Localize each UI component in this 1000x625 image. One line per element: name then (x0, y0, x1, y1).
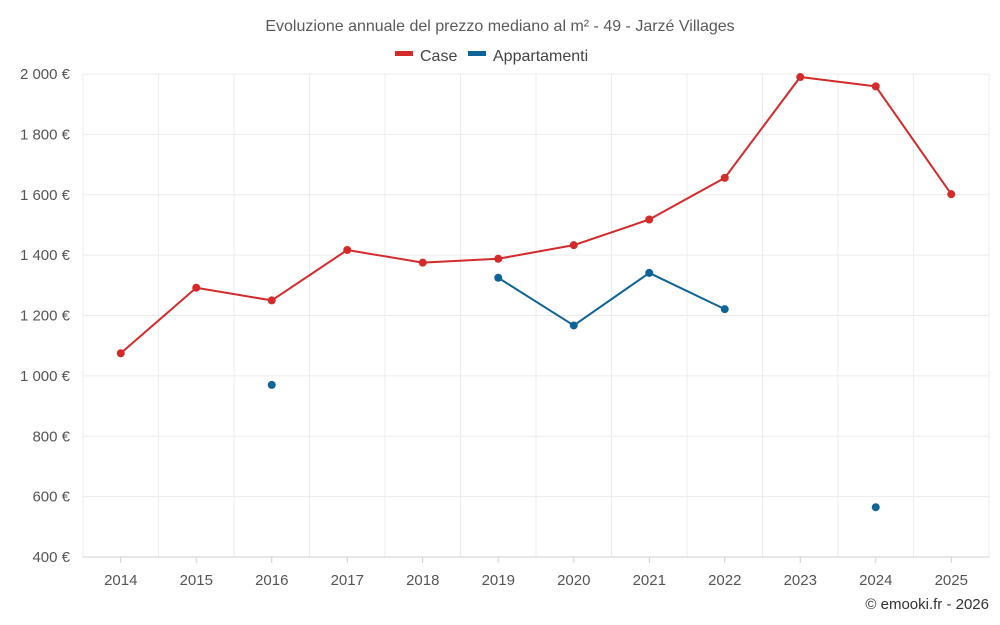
data-point-case-2017[interactable] (343, 245, 352, 254)
data-point-appartamenti-2019[interactable] (494, 273, 503, 282)
y-tick-label: 800 € (32, 428, 70, 445)
data-point-case-2019[interactable] (494, 254, 503, 263)
x-tick-label: 2017 (331, 572, 364, 589)
chart-title: Evoluzione annuale del prezzo mediano al… (265, 18, 734, 35)
series-layer (116, 73, 956, 512)
x-tick-label: 2018 (406, 572, 439, 589)
data-point-appartamenti-2021[interactable] (645, 268, 654, 277)
data-point-appartamenti-2022[interactable] (720, 305, 729, 314)
x-tick-label: 2015 (180, 572, 213, 589)
data-point-case-2020[interactable] (569, 241, 578, 250)
legend-label-case: Case (420, 48, 457, 65)
data-point-case-2021[interactable] (645, 215, 654, 224)
x-axis-tick-labels: 2014 2015 2016 2017 2018 2019 2020 2021 2022 2023… (104, 572, 968, 589)
x-tick-label: 2016 (255, 572, 288, 589)
x-tick-label: 2020 (557, 572, 590, 589)
data-point-case-2015[interactable] (192, 283, 201, 292)
x-tick-label: 2023 (784, 572, 817, 589)
grid-lines (82, 73, 990, 558)
legend-swatch-appartamenti (468, 51, 486, 56)
y-tick-label: 1 600 € (20, 187, 71, 204)
legend-item-appartamenti[interactable]: Appartamenti (468, 48, 588, 65)
data-point-appartamenti-2016[interactable] (267, 380, 276, 389)
y-tick-label: 1 000 € (20, 368, 71, 385)
axes (83, 556, 989, 563)
series-case (116, 73, 956, 358)
data-point-case-2025[interactable] (947, 190, 956, 199)
y-tick-label: 1 800 € (20, 126, 71, 143)
legend-item-case[interactable]: Case (395, 48, 457, 65)
x-tick-label: 2019 (482, 572, 515, 589)
legend-label-appartamenti: Appartamenti (493, 48, 588, 65)
data-point-case-2016[interactable] (267, 296, 276, 305)
data-point-case-2018[interactable] (418, 258, 427, 267)
series-line-appartamenti (497, 271, 726, 327)
x-tick-label: 2022 (708, 572, 741, 589)
y-tick-label: 400 € (32, 549, 70, 566)
x-tick-label: 2014 (104, 572, 137, 589)
credit-text: © emooki.fr - 2026 (865, 596, 989, 613)
x-tick-label: 2021 (633, 572, 666, 589)
series-appartamenti (267, 268, 880, 512)
y-tick-label: 1 400 € (20, 247, 71, 264)
data-point-appartamenti-2024[interactable] (871, 503, 880, 512)
data-point-case-2023[interactable] (796, 73, 805, 82)
y-axis-tick-labels: 400 € 600 € 800 € 1 000 € 1 200 € 1 400 € 1 60… (20, 66, 71, 566)
data-point-case-2024[interactable] (871, 82, 880, 91)
y-tick-label: 2 000 € (20, 66, 71, 83)
data-point-case-2022[interactable] (720, 173, 729, 182)
x-tick-label: 2024 (859, 572, 892, 589)
data-point-case-2014[interactable] (116, 349, 125, 358)
legend-swatch-case (395, 51, 413, 56)
y-tick-label: 600 € (32, 489, 70, 506)
x-tick-label: 2025 (935, 572, 968, 589)
legend: Case Appartamenti (395, 48, 588, 65)
y-tick-label: 1 200 € (20, 308, 71, 325)
data-point-appartamenti-2020[interactable] (569, 321, 578, 330)
series-line-case (120, 76, 953, 354)
